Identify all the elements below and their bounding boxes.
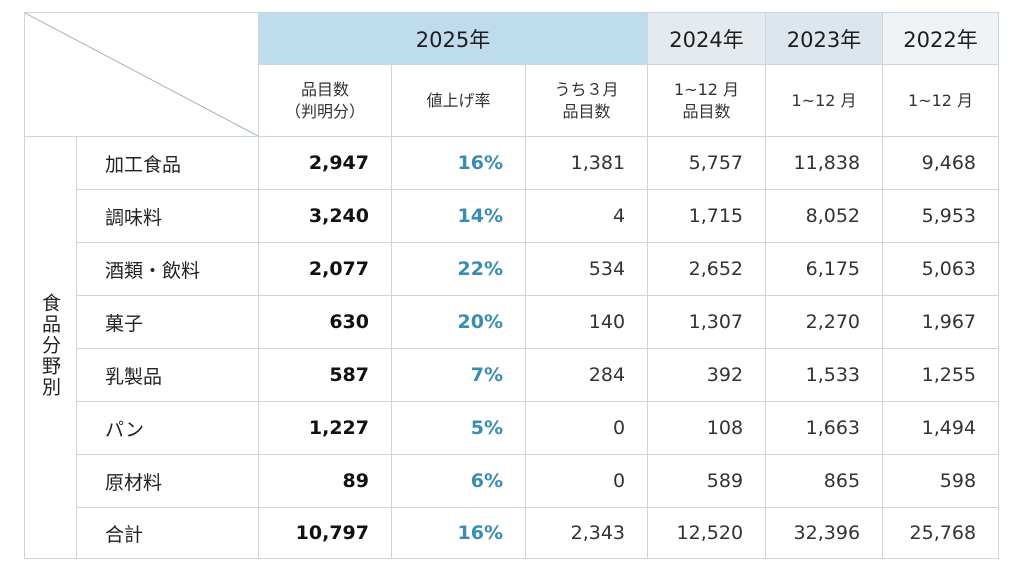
- diagonal-line: [25, 13, 258, 136]
- y2024-value: 1,307: [647, 295, 767, 349]
- table-row: 原材料 89 6% 0 589 865 598: [25, 454, 1000, 508]
- y2023-value: 1,533: [765, 348, 884, 402]
- y2022-value: 1,255: [882, 348, 1000, 402]
- header-2025: 2025年: [257, 12, 649, 65]
- y2023-value: 8,052: [765, 189, 884, 243]
- y2024-value: 2,652: [647, 242, 767, 296]
- total-items: 10,797: [258, 507, 392, 559]
- march-value: 0: [524, 454, 649, 508]
- rate-value: 6%: [391, 454, 526, 508]
- category-label: 菓子: [76, 295, 259, 349]
- header-2024: 2024年: [647, 12, 767, 65]
- y2023-value: 6,175: [765, 242, 884, 296]
- header-sub-row: 品目数 （判明分） 値上げ率 うち３月 品目数 1~12 月 品目数 1~12 …: [25, 64, 1000, 137]
- header-year-row: 2025年 2024年 2023年 2022年: [24, 12, 1000, 137]
- total-row: 合計 10,797 16% 2,343 12,520 32,396 25,768: [25, 507, 1000, 559]
- header-items-line2: （判明分）: [284, 101, 365, 121]
- side-label: 食品分野別: [39, 293, 61, 398]
- y2024-value: 108: [647, 401, 767, 455]
- items-value: 89: [258, 454, 392, 508]
- items-value: 3,240: [258, 189, 392, 243]
- total-y2024: 12,520: [647, 507, 767, 559]
- total-march: 2,343: [524, 507, 649, 559]
- category-label: 調味料: [76, 189, 259, 243]
- corner-cell: [24, 12, 259, 137]
- price-increase-table: 2025年 2024年 2023年 2022年 品目数 （判明分） 値上げ率 う…: [24, 12, 1000, 559]
- y2022-value: 9,468: [882, 136, 1000, 190]
- header-items: 品目数 （判明分）: [258, 64, 392, 137]
- items-value: 2,077: [258, 242, 392, 296]
- items-value: 2,947: [258, 136, 392, 190]
- header-march-line1: うち３月: [554, 79, 619, 99]
- rate-value: 7%: [391, 348, 526, 402]
- table-row: 菓子 630 20% 140 1,307 2,270 1,967: [25, 295, 1000, 349]
- category-label: パン: [76, 401, 259, 455]
- header-rate: 値上げ率: [391, 64, 526, 137]
- y2022-value: 1,967: [882, 295, 1000, 349]
- march-value: 4: [524, 189, 649, 243]
- header-2024-line2: 品目数: [682, 101, 731, 121]
- category-label: 乳製品: [76, 348, 259, 402]
- y2023-value: 2,270: [765, 295, 884, 349]
- march-value: 140: [524, 295, 649, 349]
- rate-value: 5%: [391, 401, 526, 455]
- y2022-value: 5,063: [882, 242, 1000, 296]
- y2022-value: 5,953: [882, 189, 1000, 243]
- header-2023: 2023年: [765, 12, 884, 65]
- header-2022-sub: 1~12 月: [882, 64, 1000, 137]
- rate-value: 20%: [391, 295, 526, 349]
- rate-value: 16%: [391, 136, 526, 190]
- items-value: 630: [258, 295, 392, 349]
- header-2024-line1: 1~12 月: [674, 79, 740, 99]
- rate-value: 22%: [391, 242, 526, 296]
- items-value: 1,227: [258, 401, 392, 455]
- header-2023-sub: 1~12 月: [765, 64, 884, 137]
- march-value: 0: [524, 401, 649, 455]
- category-label: 原材料: [76, 454, 259, 508]
- side-label-cell: 食品分野別: [24, 136, 77, 559]
- y2023-value: 865: [765, 454, 884, 508]
- items-value: 587: [258, 348, 392, 402]
- header-2024-sub: 1~12 月 品目数: [647, 64, 767, 137]
- header-march: うち３月 品目数: [524, 64, 649, 137]
- rate-value: 14%: [391, 189, 526, 243]
- march-value: 534: [524, 242, 649, 296]
- y2022-value: 598: [882, 454, 1000, 508]
- y2023-value: 1,663: [765, 401, 884, 455]
- march-value: 1,381: [524, 136, 649, 190]
- total-y2023: 32,396: [765, 507, 884, 559]
- y2024-value: 1,715: [647, 189, 767, 243]
- march-value: 284: [524, 348, 649, 402]
- y2023-value: 11,838: [765, 136, 884, 190]
- table-row: 酒類・飲料 2,077 22% 534 2,652 6,175 5,063: [25, 242, 1000, 296]
- y2024-value: 5,757: [647, 136, 767, 190]
- y2024-value: 589: [647, 454, 767, 508]
- category-label: 加工食品: [76, 136, 259, 190]
- total-label: 合計: [76, 507, 259, 559]
- y2022-value: 1,494: [882, 401, 1000, 455]
- table-row: 乳製品 587 7% 284 392 1,533 1,255: [25, 348, 1000, 402]
- category-label: 酒類・飲料: [76, 242, 259, 296]
- total-rate: 16%: [391, 507, 526, 559]
- header-2022: 2022年: [882, 12, 1000, 65]
- table-row: 食品分野別 加工食品 2,947 16% 1,381 5,757 11,838 …: [24, 136, 1000, 559]
- header-march-line2: 品目数: [562, 101, 611, 121]
- table-row: パン 1,227 5% 0 108 1,663 1,494: [25, 401, 1000, 455]
- y2024-value: 392: [647, 348, 767, 402]
- table-row: 調味料 3,240 14% 4 1,715 8,052 5,953: [25, 189, 1000, 243]
- total-y2022: 25,768: [882, 507, 1000, 559]
- header-items-line1: 品目数: [300, 79, 349, 99]
